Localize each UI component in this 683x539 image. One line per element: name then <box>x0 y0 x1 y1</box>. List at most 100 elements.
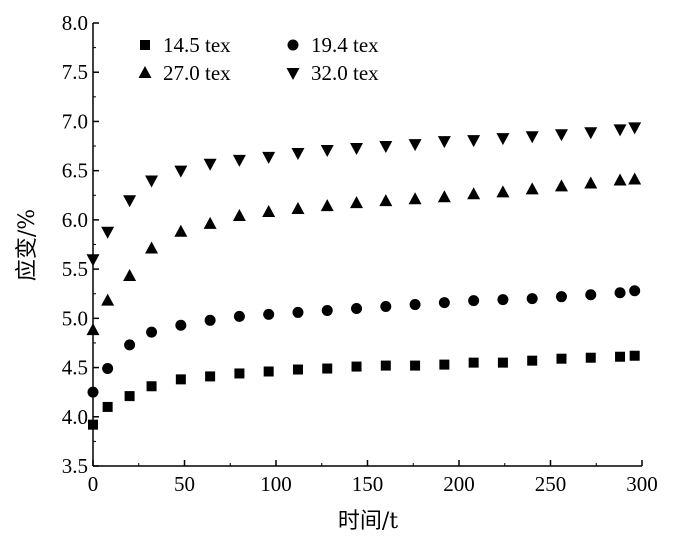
data-points <box>86 122 642 430</box>
legend-label: 32.0 tex <box>311 61 379 85</box>
y-tick-label: 4.5 <box>62 356 88 380</box>
y-tick-label: 5.5 <box>62 257 88 281</box>
data-point <box>350 143 364 156</box>
x-tick-label: 0 <box>88 472 99 496</box>
data-point <box>380 301 392 313</box>
legend-label: 27.0 tex <box>163 61 231 85</box>
data-point <box>379 141 393 154</box>
data-point <box>351 302 363 314</box>
data-point <box>555 291 567 303</box>
data-point <box>613 124 627 137</box>
data-point <box>146 326 158 338</box>
data-point <box>496 133 510 146</box>
data-point <box>145 175 159 188</box>
data-point <box>409 299 421 311</box>
y-tick-label: 4.0 <box>62 405 88 429</box>
data-point <box>292 364 303 375</box>
y-tick-label: 5.0 <box>62 306 88 330</box>
y-tick-label: 3.5 <box>62 454 88 478</box>
x-axis-title: 时间/t <box>338 509 398 534</box>
data-point <box>584 176 598 189</box>
data-point <box>262 151 276 164</box>
data-point <box>232 154 246 167</box>
data-point <box>556 353 567 364</box>
data-point <box>584 127 598 140</box>
data-point <box>233 310 245 322</box>
y-tick-label: 6.5 <box>62 159 88 183</box>
data-point <box>467 187 481 200</box>
data-point <box>146 381 157 392</box>
x-tick-label: 300 <box>626 472 658 496</box>
data-point <box>437 136 451 149</box>
data-point <box>585 352 596 363</box>
data-point <box>438 297 450 309</box>
data-point <box>174 165 188 178</box>
x-tick-label: 100 <box>260 472 292 496</box>
legend-marker <box>287 39 299 51</box>
data-point <box>410 360 421 371</box>
x-tick-label: 200 <box>443 472 475 496</box>
data-point <box>628 172 642 185</box>
data-point <box>614 287 626 299</box>
legend-label: 19.4 tex <box>311 33 379 57</box>
data-point <box>263 366 274 377</box>
data-point <box>102 363 114 375</box>
data-point <box>437 190 451 203</box>
data-point <box>497 357 508 368</box>
y-axis-title: 应变/% <box>15 209 40 281</box>
x-tick-label: 250 <box>535 472 567 496</box>
axes <box>92 23 642 467</box>
y-tick-label: 7.0 <box>62 109 88 133</box>
legend-marker <box>138 66 152 78</box>
data-point <box>175 374 186 385</box>
data-point <box>351 361 362 372</box>
data-point <box>468 295 480 307</box>
data-point <box>613 173 627 186</box>
data-point <box>408 192 422 205</box>
data-point <box>322 363 333 374</box>
data-point <box>291 202 305 215</box>
data-point <box>350 196 364 209</box>
data-point <box>205 371 216 382</box>
data-point <box>101 293 115 306</box>
data-point <box>174 224 188 237</box>
data-point <box>203 158 217 171</box>
legend-marker <box>140 40 150 50</box>
data-point <box>145 241 159 254</box>
data-point <box>380 360 391 371</box>
y-tick-label: 8.0 <box>62 11 88 35</box>
data-point <box>123 195 137 208</box>
data-point <box>101 226 115 239</box>
data-point <box>175 319 187 331</box>
data-point <box>232 208 246 221</box>
data-point <box>102 401 113 412</box>
data-point <box>497 294 509 306</box>
data-point <box>88 419 98 430</box>
data-point <box>321 304 333 316</box>
data-point <box>527 355 538 366</box>
data-point <box>86 254 100 267</box>
data-point <box>467 135 481 148</box>
data-point <box>496 185 510 198</box>
data-point <box>615 351 626 362</box>
data-point <box>87 386 99 398</box>
data-point <box>204 314 216 326</box>
data-point <box>439 359 450 370</box>
data-point <box>554 179 568 192</box>
data-point <box>525 182 539 195</box>
data-point <box>292 306 304 318</box>
x-tick-label: 50 <box>174 472 195 496</box>
data-point <box>86 323 100 336</box>
data-point <box>124 339 136 351</box>
data-point <box>408 139 422 152</box>
y-tick-label: 7.5 <box>62 60 88 84</box>
data-point <box>320 199 334 212</box>
data-point <box>262 205 276 218</box>
legend-marker <box>286 68 300 80</box>
data-point <box>263 308 275 320</box>
y-tick-label: 6.0 <box>62 208 88 232</box>
data-point <box>554 129 568 142</box>
data-point <box>468 357 479 368</box>
legend: 14.5 tex 19.4 tex 27.0 tex 32.0 tex <box>138 33 379 85</box>
